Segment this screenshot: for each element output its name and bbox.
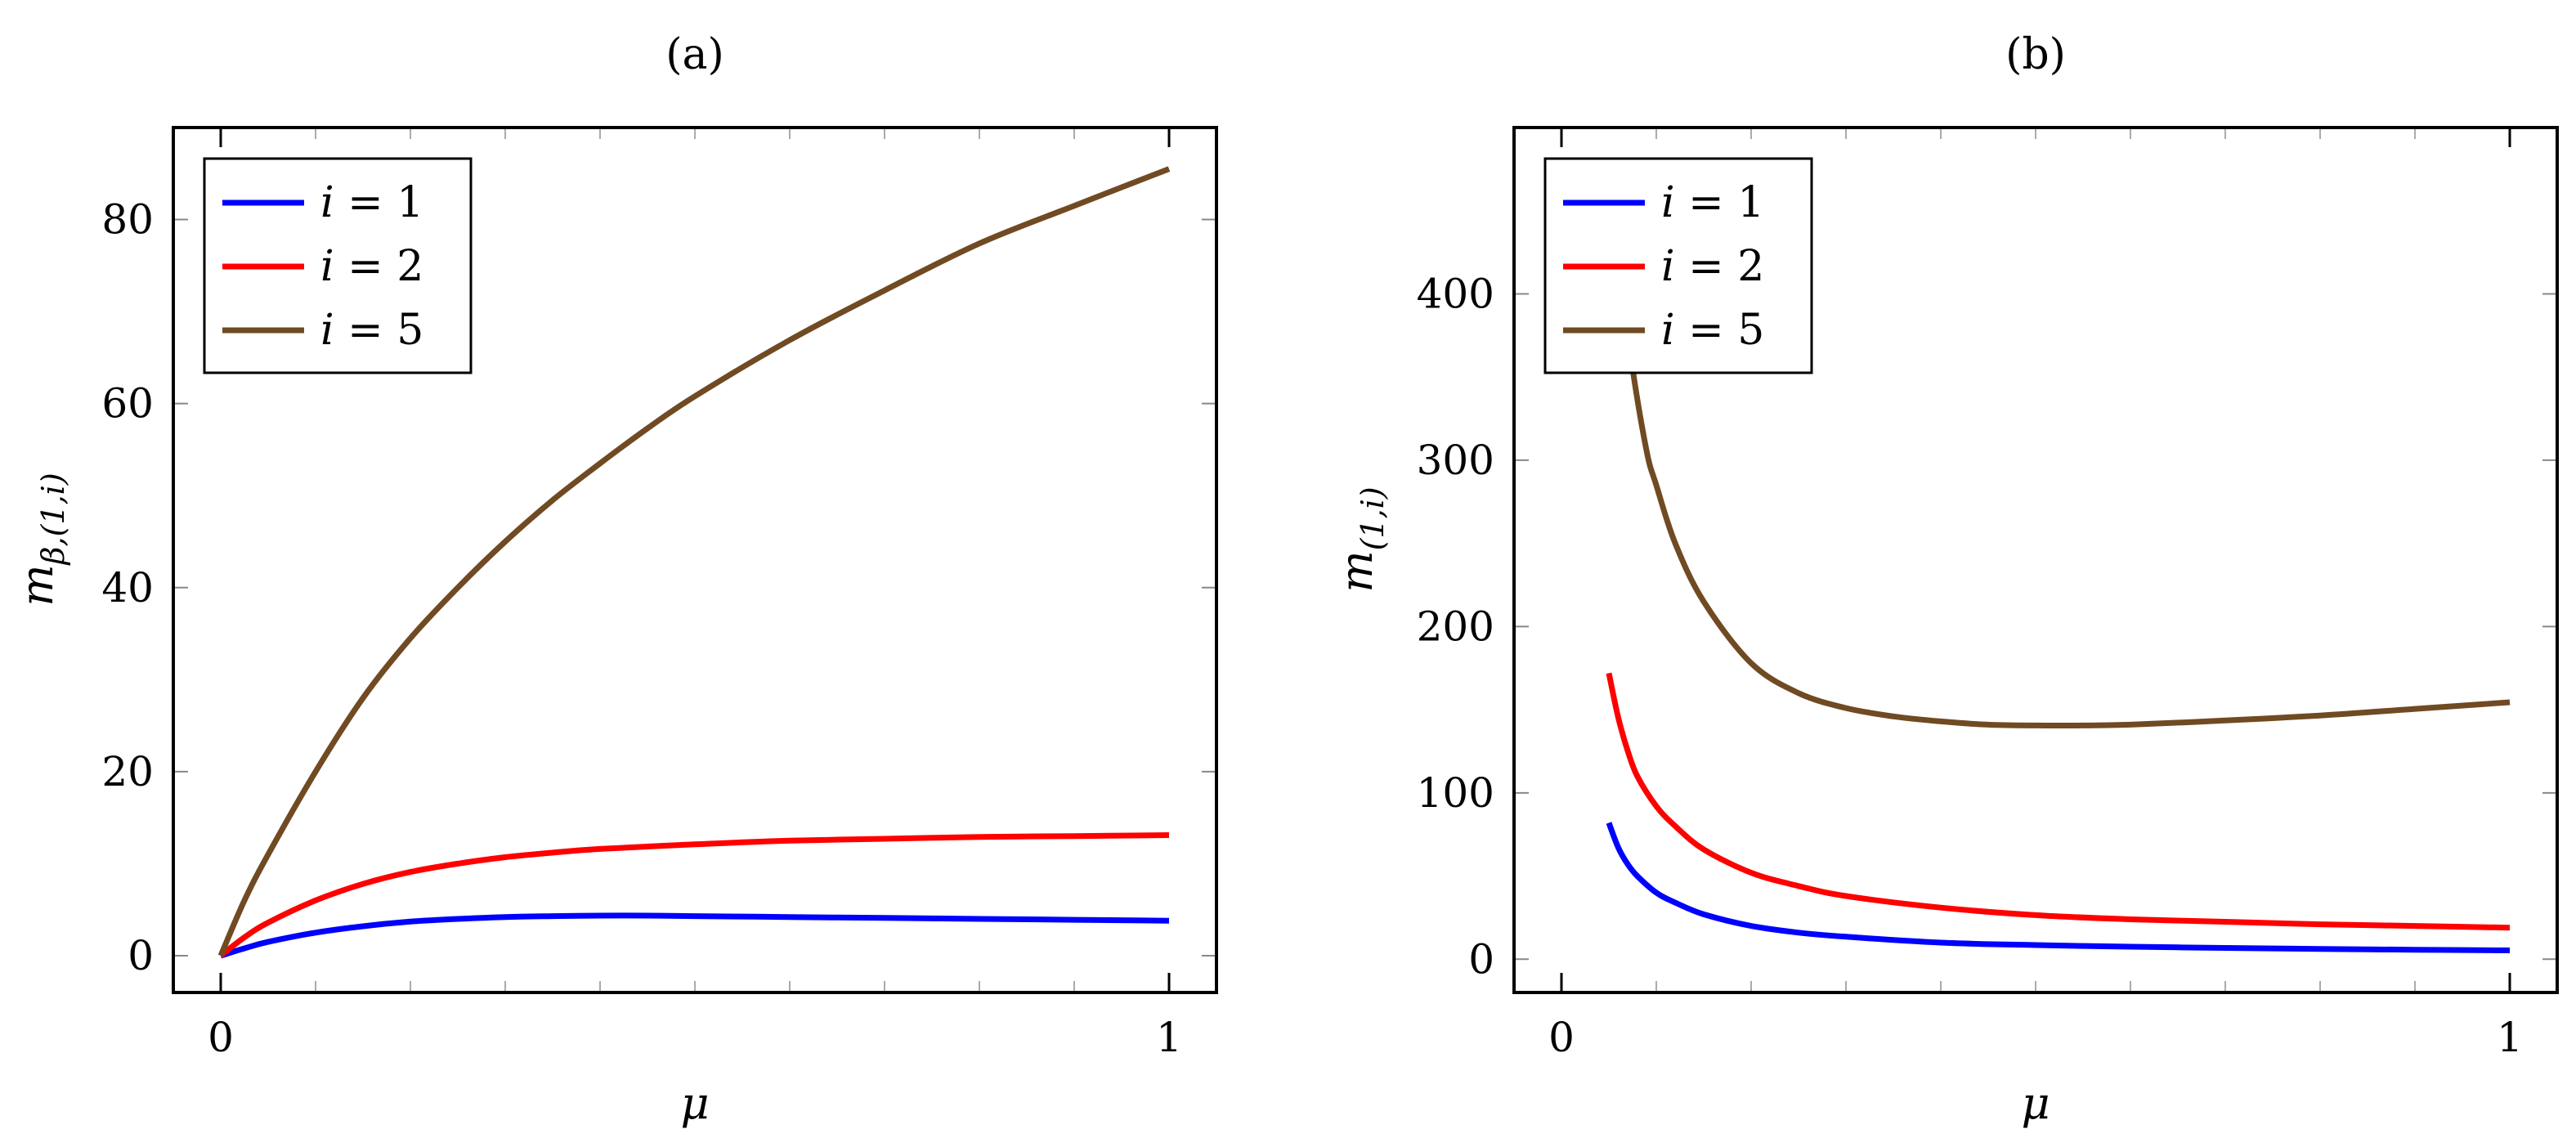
series-line-i2	[218, 832, 1170, 958]
x-tick-label: 0	[1548, 1014, 1575, 1061]
series-line-i2	[1606, 672, 2511, 931]
panel-a-ticks	[173, 128, 1216, 992]
y-tick-label: 60	[101, 380, 154, 428]
y-tick-label: 400	[1417, 270, 1494, 317]
y-tick-label: 80	[101, 196, 154, 244]
panel-b-axes-frame	[1512, 126, 2559, 994]
panel-b-ticks	[1514, 128, 2557, 992]
legend-label-i1: i = 1	[320, 178, 423, 227]
panel-b-series	[1606, 293, 2511, 953]
y-tick-label: 20	[101, 748, 154, 795]
svg-text:m(1,i): m(1,i)	[1331, 486, 1391, 592]
x-tick-label: 1	[2497, 1014, 2523, 1061]
panel-a-axes-frame	[172, 126, 1218, 994]
panel-b-x-axis-label: μ	[2021, 1078, 2050, 1129]
legend-label-i1: i = 1	[1661, 178, 1764, 227]
y-tick-label: 200	[1417, 603, 1494, 650]
y-tick-label: 40	[101, 564, 154, 612]
legend-label-i2: i = 2	[320, 242, 423, 291]
panel-b-legend: i = 1 i = 2 i = 5	[1543, 157, 1813, 374]
panel-b: (b) 0 1 0 100 200 300 400 μ m(1,i) i = 1 i = 2…	[1331, 30, 2559, 1129]
x-tick-label: 0	[208, 1014, 234, 1061]
panel-a-y-axis-label: mβ,(1,i)	[11, 473, 71, 606]
x-tick-label: 1	[1156, 1014, 1182, 1061]
panel-a-legend: i = 1 i = 2 i = 5	[203, 157, 473, 374]
panel-b-y-axis-label: m(1,i)	[1331, 486, 1391, 592]
panel-b-title: (b)	[2005, 30, 2066, 79]
legend-label-i2: i = 2	[1661, 242, 1764, 291]
y-tick-label: 100	[1417, 769, 1494, 817]
panel-a-series	[217, 166, 1171, 959]
legend-label-i5: i = 5	[1661, 306, 1764, 355]
svg-text:mβ,(1,i): mβ,(1,i)	[11, 473, 71, 606]
panel-a-x-axis-label: μ	[680, 1078, 709, 1129]
panel-b-tick-labels: 0 1 0 100 200 300 400	[1417, 270, 2523, 1061]
y-tick-label: 300	[1417, 437, 1494, 484]
series-line-i1	[219, 912, 1170, 959]
series-line-i5	[217, 166, 1171, 957]
panel-a-title: (a)	[665, 30, 724, 79]
series-line-i5	[1620, 293, 2511, 729]
y-tick-label: 0	[128, 932, 154, 979]
series-line-i1	[1606, 822, 2511, 953]
legend-label-i5: i = 5	[320, 306, 423, 355]
y-tick-label: 0	[1468, 935, 1494, 983]
